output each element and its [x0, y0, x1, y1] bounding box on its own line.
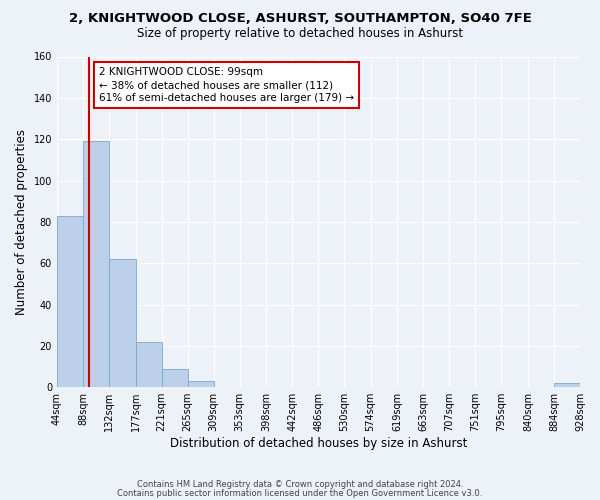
- Bar: [161, 368, 188, 387]
- Text: Contains public sector information licensed under the Open Government Licence v3: Contains public sector information licen…: [118, 489, 482, 498]
- Bar: [57, 216, 83, 387]
- Text: Contains HM Land Registry data © Crown copyright and database right 2024.: Contains HM Land Registry data © Crown c…: [137, 480, 463, 489]
- Bar: [188, 381, 214, 387]
- Y-axis label: Number of detached properties: Number of detached properties: [15, 129, 28, 315]
- X-axis label: Distribution of detached houses by size in Ashurst: Distribution of detached houses by size …: [170, 437, 467, 450]
- Bar: [109, 259, 136, 387]
- Bar: [554, 383, 580, 387]
- Text: 2, KNIGHTWOOD CLOSE, ASHURST, SOUTHAMPTON, SO40 7FE: 2, KNIGHTWOOD CLOSE, ASHURST, SOUTHAMPTO…: [68, 12, 532, 26]
- Text: Size of property relative to detached houses in Ashurst: Size of property relative to detached ho…: [137, 28, 463, 40]
- Bar: [83, 141, 109, 387]
- Text: 2 KNIGHTWOOD CLOSE: 99sqm
← 38% of detached houses are smaller (112)
61% of semi: 2 KNIGHTWOOD CLOSE: 99sqm ← 38% of detac…: [99, 67, 354, 103]
- Bar: [136, 342, 161, 387]
